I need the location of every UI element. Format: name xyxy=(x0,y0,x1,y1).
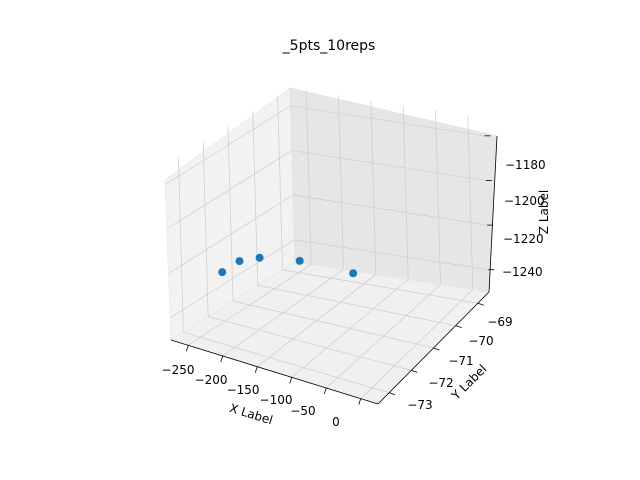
y-grid-line xyxy=(282,269,478,304)
x-tick xyxy=(254,366,258,373)
x-tick xyxy=(220,355,224,363)
y-tick xyxy=(477,302,485,306)
z-tick-label: −1180 xyxy=(505,158,546,172)
z-axis-label: Z Label xyxy=(537,190,551,234)
chart-title: _5pts_10reps xyxy=(282,38,376,54)
y-tick-label: −73 xyxy=(407,398,432,412)
x-tick-labels: −250 −200 −150 −100 −50 0 xyxy=(162,363,340,429)
z-grid-line xyxy=(290,105,485,137)
y-grid-line xyxy=(183,331,390,394)
x-grid-line xyxy=(305,90,312,265)
z-tick-label: −1240 xyxy=(502,265,543,279)
x-grid-line xyxy=(435,110,441,285)
x-tick xyxy=(185,345,189,352)
y-grid-line xyxy=(227,126,234,302)
x-tick-label: −250 xyxy=(162,363,195,377)
y-tick xyxy=(411,370,418,373)
y-tick xyxy=(455,325,462,328)
x-tick-label: −50 xyxy=(290,404,315,418)
y-tick-label: −69 xyxy=(487,315,512,329)
y-grid-line xyxy=(277,95,283,270)
y-grid-line xyxy=(202,142,209,317)
y-grid-line xyxy=(208,316,412,371)
back-pane xyxy=(289,87,498,293)
z-grid-line xyxy=(167,150,293,229)
data-point xyxy=(218,268,227,277)
grid-lines xyxy=(166,90,489,399)
y-grid-line xyxy=(178,158,184,333)
x-tick-label: −150 xyxy=(227,383,260,397)
z-grid-line xyxy=(168,194,294,274)
z-grid-line xyxy=(293,194,488,226)
y-tick-label: −72 xyxy=(428,376,453,390)
x-grid-line xyxy=(467,115,474,290)
x-tick xyxy=(358,398,362,405)
x-tick-label: 0 xyxy=(332,415,340,429)
z-tick-label: −1220 xyxy=(503,232,544,246)
data-point xyxy=(235,257,244,266)
y-grid-line xyxy=(232,300,434,349)
z-grid-line xyxy=(291,150,486,181)
y-tick xyxy=(388,392,396,396)
tick-marks xyxy=(185,135,495,405)
x-tick-label: −200 xyxy=(195,373,228,387)
z-tick-labels: −1240 −1220 −1200 −1180 xyxy=(502,158,546,279)
z-grid-line xyxy=(294,239,489,271)
data-point xyxy=(349,269,358,278)
x-grid-line xyxy=(338,95,344,270)
y-tick-labels: −73 −72 −71 −70 −69 xyxy=(407,315,512,412)
y-axis-label: Y Label xyxy=(448,362,489,403)
z-tick-label: −1200 xyxy=(504,194,545,208)
data-point xyxy=(255,253,264,262)
z-grid-line xyxy=(170,239,295,319)
y-grid-line xyxy=(257,285,456,326)
y-tick xyxy=(433,347,440,351)
data-point xyxy=(295,256,304,265)
x-tick xyxy=(289,377,293,384)
scatter-points xyxy=(218,253,358,278)
x-tick-label: −100 xyxy=(260,393,293,407)
y-tick-label: −71 xyxy=(448,354,473,368)
x-grid-line xyxy=(402,105,409,280)
z-grid-line xyxy=(166,105,291,185)
x-grid-line xyxy=(370,100,377,275)
y-tick-label: −70 xyxy=(468,334,493,348)
x-tick xyxy=(323,387,327,395)
